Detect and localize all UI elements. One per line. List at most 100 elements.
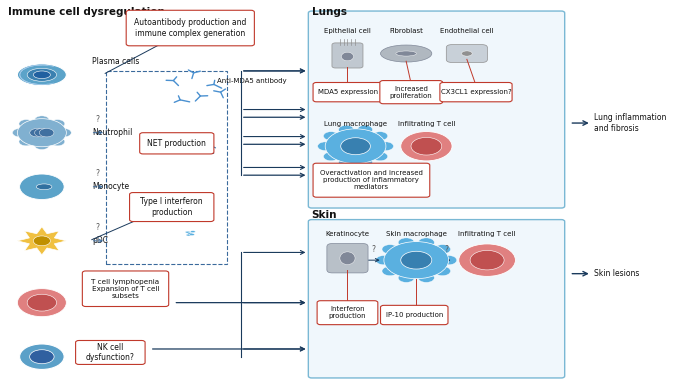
Ellipse shape xyxy=(186,234,191,236)
Circle shape xyxy=(50,137,65,146)
Text: Anti-MDA5 antibody: Anti-MDA5 antibody xyxy=(217,77,287,84)
FancyBboxPatch shape xyxy=(75,340,145,364)
Text: Skin macrophage: Skin macrophage xyxy=(386,231,447,237)
Circle shape xyxy=(323,152,338,161)
Text: Interferon
production: Interferon production xyxy=(329,306,366,319)
Ellipse shape xyxy=(188,233,192,235)
Text: Neutrophil: Neutrophil xyxy=(92,128,133,137)
Circle shape xyxy=(470,251,504,270)
Ellipse shape xyxy=(190,231,195,233)
Ellipse shape xyxy=(340,252,355,265)
Circle shape xyxy=(177,147,179,149)
Circle shape xyxy=(19,119,34,128)
Ellipse shape xyxy=(27,68,57,81)
Text: Skin lesions: Skin lesions xyxy=(594,269,639,278)
Circle shape xyxy=(398,238,414,247)
Circle shape xyxy=(34,128,49,137)
Ellipse shape xyxy=(34,71,51,79)
Text: ?: ? xyxy=(444,245,448,254)
Text: Infiltrating T cell: Infiltrating T cell xyxy=(398,121,455,127)
Circle shape xyxy=(27,294,57,311)
Text: ?: ? xyxy=(95,223,99,232)
Ellipse shape xyxy=(462,51,472,56)
Text: Plasma cells: Plasma cells xyxy=(92,57,140,66)
Circle shape xyxy=(179,146,182,148)
Ellipse shape xyxy=(17,64,66,86)
Circle shape xyxy=(384,242,449,279)
Polygon shape xyxy=(17,227,66,255)
Text: ?: ? xyxy=(95,169,99,178)
Text: Monocyte: Monocyte xyxy=(92,182,129,191)
Circle shape xyxy=(382,245,398,254)
Circle shape xyxy=(358,158,373,167)
FancyBboxPatch shape xyxy=(313,163,429,197)
Circle shape xyxy=(459,244,515,276)
Text: IP-10 production: IP-10 production xyxy=(386,312,443,318)
Circle shape xyxy=(378,142,393,151)
Circle shape xyxy=(373,131,388,140)
Circle shape xyxy=(195,146,199,148)
Circle shape xyxy=(50,119,65,128)
Circle shape xyxy=(34,116,49,124)
Circle shape xyxy=(398,273,414,282)
Circle shape xyxy=(376,256,392,265)
Text: CX3CL1 expression?: CX3CL1 expression? xyxy=(440,89,512,95)
Text: Immune cell dysregulation: Immune cell dysregulation xyxy=(8,7,165,17)
Circle shape xyxy=(39,128,54,137)
Circle shape xyxy=(382,266,398,276)
FancyBboxPatch shape xyxy=(380,81,443,104)
Ellipse shape xyxy=(190,234,195,235)
Text: MDA5 expression: MDA5 expression xyxy=(318,89,378,95)
Text: Epithelial cell: Epithelial cell xyxy=(324,28,371,34)
FancyBboxPatch shape xyxy=(308,220,564,378)
Circle shape xyxy=(340,138,371,155)
FancyBboxPatch shape xyxy=(381,305,448,325)
Circle shape xyxy=(401,251,432,269)
Text: pDC: pDC xyxy=(92,237,108,245)
Text: ?: ? xyxy=(372,245,376,254)
Ellipse shape xyxy=(341,52,353,61)
Circle shape xyxy=(34,141,49,149)
Circle shape xyxy=(338,158,353,167)
Circle shape xyxy=(418,238,434,247)
Ellipse shape xyxy=(396,51,416,56)
Circle shape xyxy=(34,236,51,246)
Text: Autoantibody production and
immune complex generation: Autoantibody production and immune compl… xyxy=(134,18,247,38)
Text: Infiltrating T cell: Infiltrating T cell xyxy=(458,231,516,237)
Circle shape xyxy=(434,266,451,276)
Circle shape xyxy=(182,138,186,140)
Circle shape xyxy=(190,136,193,138)
FancyBboxPatch shape xyxy=(327,244,368,273)
Text: Endothelial cell: Endothelial cell xyxy=(440,28,494,34)
FancyBboxPatch shape xyxy=(313,82,382,102)
Text: Lungs: Lungs xyxy=(312,7,347,17)
Circle shape xyxy=(12,128,27,137)
Circle shape xyxy=(17,289,66,317)
FancyBboxPatch shape xyxy=(440,82,512,102)
Circle shape xyxy=(20,344,64,370)
FancyBboxPatch shape xyxy=(317,301,378,325)
Text: Lung inflammation
and fibrosis: Lung inflammation and fibrosis xyxy=(594,113,666,133)
FancyBboxPatch shape xyxy=(140,133,214,154)
Circle shape xyxy=(440,256,457,265)
Circle shape xyxy=(358,125,373,134)
FancyBboxPatch shape xyxy=(82,271,169,307)
Circle shape xyxy=(20,174,64,200)
Text: Fibroblast: Fibroblast xyxy=(389,28,423,34)
Text: Overactivation and increased
production of inflammatory
mediators: Overactivation and increased production … xyxy=(320,170,423,190)
Circle shape xyxy=(401,131,452,161)
Circle shape xyxy=(411,137,442,155)
FancyBboxPatch shape xyxy=(308,11,564,208)
Circle shape xyxy=(199,145,201,147)
Ellipse shape xyxy=(36,184,52,190)
Circle shape xyxy=(57,128,71,137)
FancyBboxPatch shape xyxy=(332,43,363,68)
Text: Keratinocyte: Keratinocyte xyxy=(325,231,369,237)
Circle shape xyxy=(199,137,203,139)
Circle shape xyxy=(338,125,353,134)
Circle shape xyxy=(17,119,66,147)
FancyBboxPatch shape xyxy=(126,10,254,46)
Text: NET production: NET production xyxy=(147,139,206,148)
Text: Skin: Skin xyxy=(312,210,337,220)
Circle shape xyxy=(29,128,45,137)
